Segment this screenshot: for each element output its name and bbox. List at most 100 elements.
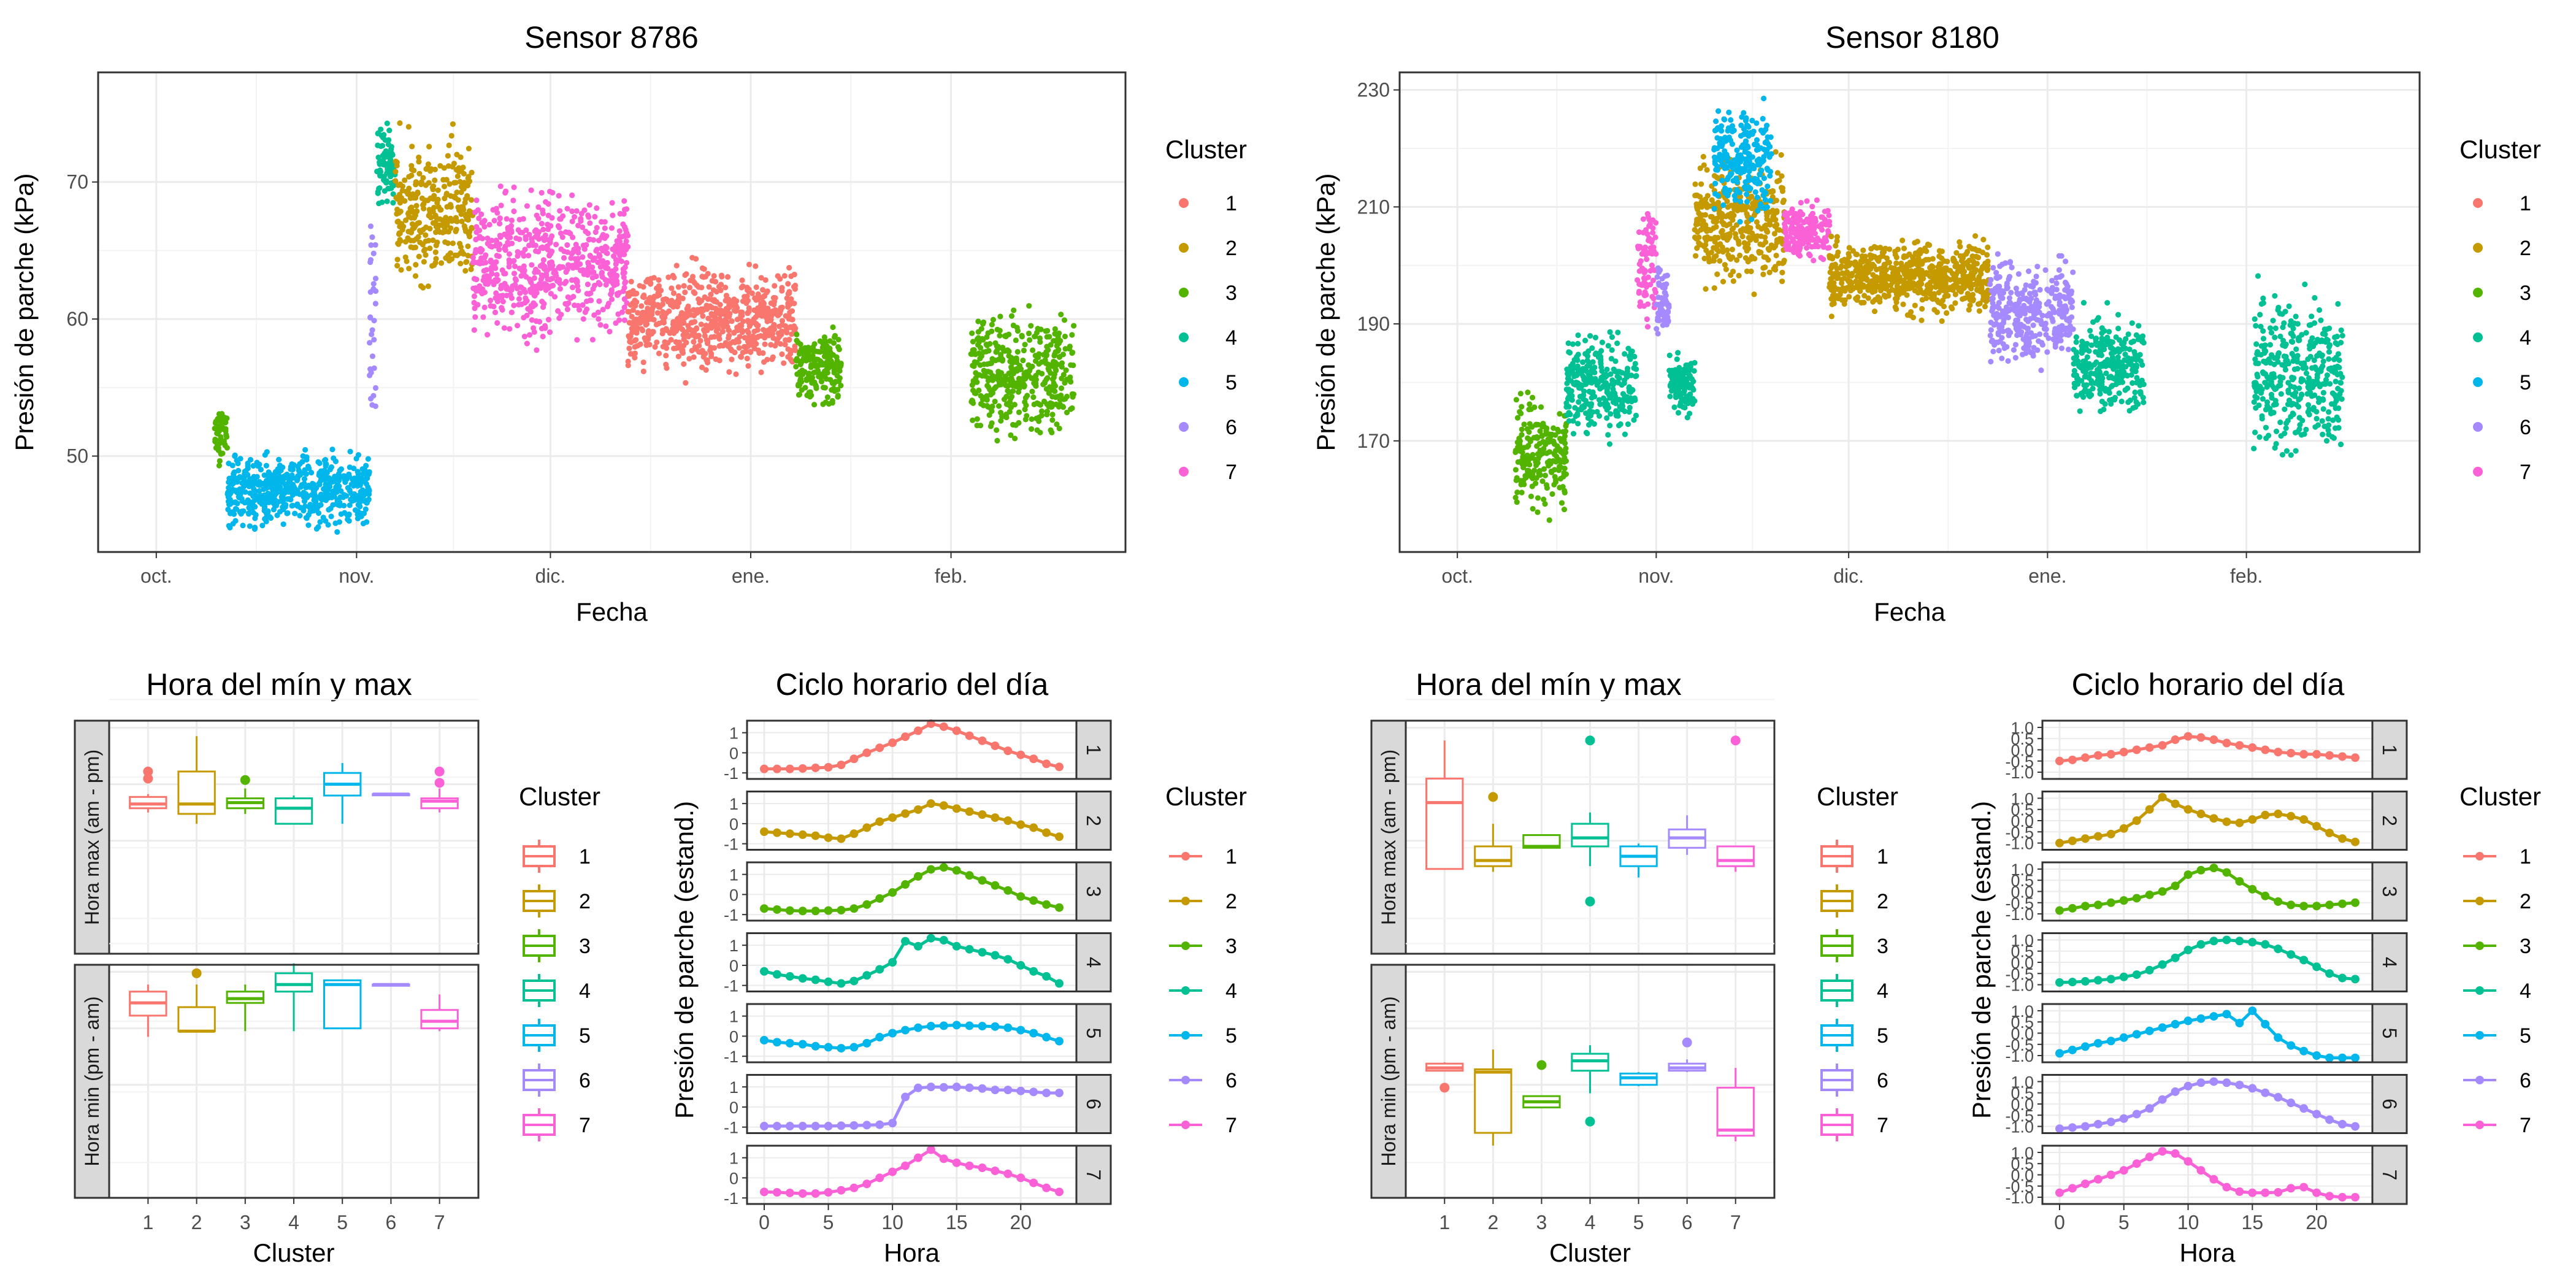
data-point (1043, 360, 1049, 366)
data-point (1746, 151, 1752, 157)
data-point (978, 326, 984, 332)
data-point (415, 189, 421, 196)
data-point (1625, 421, 1631, 427)
data-point (1965, 259, 1971, 265)
data-point (640, 294, 646, 300)
data-point (1605, 432, 1611, 438)
data-point (1724, 232, 1730, 238)
data-point (1008, 375, 1014, 381)
data-point (1967, 302, 1973, 309)
data-point (413, 262, 419, 268)
data-point (1565, 340, 1571, 347)
data-point (382, 137, 388, 143)
data-point (659, 301, 666, 307)
data-point (743, 348, 749, 355)
data-point (1578, 407, 1584, 413)
data-point (755, 334, 761, 340)
data-point (1533, 480, 1539, 486)
data-point (1006, 353, 1012, 359)
data-point (224, 445, 230, 451)
data-point (421, 205, 427, 212)
data-point (1826, 212, 1832, 218)
data-point (1740, 167, 1747, 173)
data-point (489, 270, 495, 277)
data-point (1536, 468, 1543, 474)
data-point (835, 337, 841, 343)
data-point (1062, 333, 1068, 340)
data-point (367, 289, 374, 295)
series-cluster-5 (224, 447, 372, 535)
data-point (754, 322, 760, 328)
data-point (512, 276, 518, 282)
data-point (317, 519, 323, 525)
data-point (643, 278, 650, 285)
data-point (778, 341, 784, 347)
data-point (811, 402, 818, 408)
data-point (438, 207, 444, 213)
data-point (768, 313, 775, 320)
data-point (367, 372, 373, 378)
data-point (592, 213, 598, 220)
data-point (1014, 349, 1021, 355)
data-point (1724, 237, 1730, 243)
tick-label-y: 210 (1357, 196, 1390, 218)
data-point (1748, 268, 1754, 275)
data-point (481, 304, 488, 310)
data-point (305, 522, 312, 528)
data-point (1689, 376, 1695, 382)
data-point (586, 202, 592, 208)
data-point (1689, 385, 1696, 391)
tick-label-x: ene. (2028, 565, 2066, 587)
data-point (1604, 372, 1610, 378)
data-point (829, 380, 835, 386)
data-point (416, 159, 422, 165)
data-point (689, 332, 695, 338)
data-point (994, 427, 1000, 433)
data-point (986, 384, 992, 390)
data-point (424, 197, 431, 204)
data-point (1663, 299, 1669, 305)
data-point (997, 313, 1003, 320)
data-point (372, 242, 378, 248)
data-point (1558, 500, 1565, 506)
data-point (545, 201, 551, 207)
data-point (604, 250, 610, 256)
data-point (1575, 340, 1581, 347)
legend-key-1 (1179, 198, 1189, 208)
data-point (1021, 347, 1027, 354)
data-point (367, 259, 374, 266)
data-point (1024, 393, 1030, 399)
data-point (1542, 472, 1549, 478)
data-point (1529, 394, 1536, 401)
data-point (1067, 374, 1073, 380)
data-point (476, 259, 483, 265)
data-point (247, 456, 254, 463)
data-point (1654, 326, 1660, 332)
data-point (682, 272, 688, 278)
data-point (534, 347, 540, 353)
data-point (303, 471, 310, 477)
data-point (242, 471, 248, 477)
data-point (523, 274, 529, 280)
data-point (1766, 269, 1773, 275)
data-point (570, 294, 577, 300)
data-point (1778, 151, 1784, 158)
data-point (1786, 219, 1792, 225)
data-point (726, 369, 732, 375)
data-point (412, 244, 419, 251)
data-point (1712, 239, 1718, 245)
data-point (1614, 409, 1620, 416)
data-point (1566, 394, 1572, 401)
data-point (680, 314, 686, 320)
data-point (573, 208, 580, 214)
data-point (1559, 436, 1565, 442)
data-point (1649, 239, 1655, 245)
data-point (827, 362, 833, 369)
data-point (231, 471, 237, 477)
data-point (537, 263, 544, 269)
data-point (360, 520, 367, 527)
data-point (356, 499, 362, 506)
data-point (256, 488, 263, 494)
data-point (264, 449, 270, 455)
data-point (1688, 361, 1695, 367)
